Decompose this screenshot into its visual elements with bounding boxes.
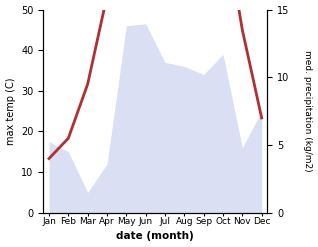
X-axis label: date (month): date (month) [116,231,194,242]
Y-axis label: med. precipitation (kg/m2): med. precipitation (kg/m2) [303,50,313,172]
Y-axis label: max temp (C): max temp (C) [5,77,16,145]
